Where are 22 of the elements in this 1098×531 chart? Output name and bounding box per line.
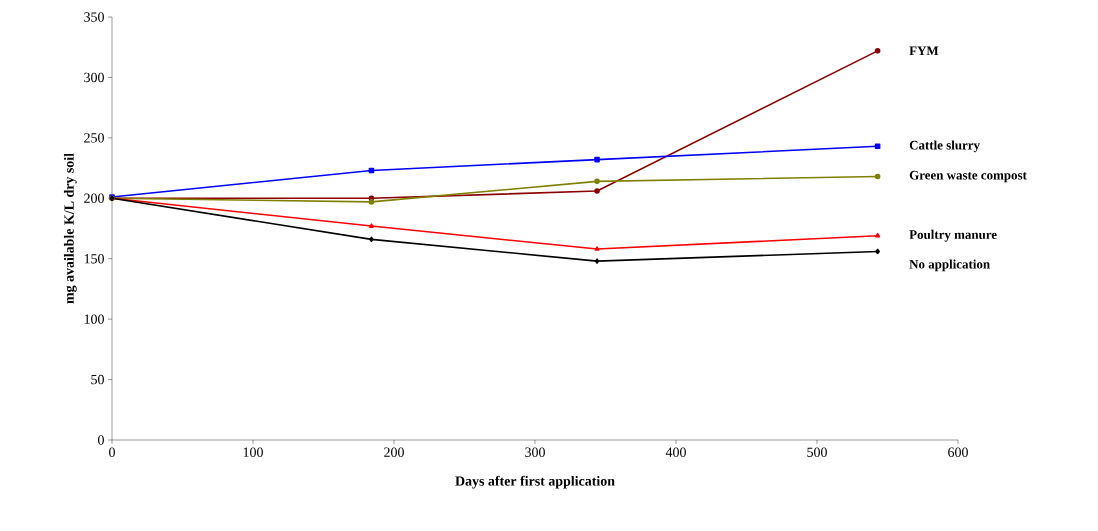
- x-axis-title: Days after first application: [455, 475, 615, 489]
- x-tick-label: 400: [665, 447, 686, 457]
- x-tick-label: 200: [384, 447, 404, 457]
- y-tick-label: 100: [84, 314, 104, 324]
- y-tick-label: 200: [84, 193, 104, 203]
- y-tick-label: 50: [91, 374, 104, 385]
- text: Cattle slurry: [909, 140, 980, 153]
- text: FYM: [909, 46, 939, 56]
- y-tick-label: 350: [84, 12, 104, 22]
- y-tick-label: 0: [98, 435, 104, 445]
- x-tick-label: 100: [243, 447, 263, 457]
- y-axis-title: mg available K/L dry soil: [63, 153, 77, 304]
- x-tick-label: 600: [948, 447, 968, 457]
- x-tick-label: 500: [807, 447, 827, 457]
- y-tick-label: 150: [84, 254, 104, 264]
- text: Poultry manure: [909, 229, 997, 242]
- text: No application: [909, 259, 990, 272]
- y-tick-label: 300: [84, 72, 104, 83]
- x-tick-label: 300: [525, 447, 545, 457]
- x-tick-label: 0: [109, 447, 115, 457]
- text: Green waste compost: [909, 170, 1027, 183]
- y-tick-label: 250: [84, 133, 104, 143]
